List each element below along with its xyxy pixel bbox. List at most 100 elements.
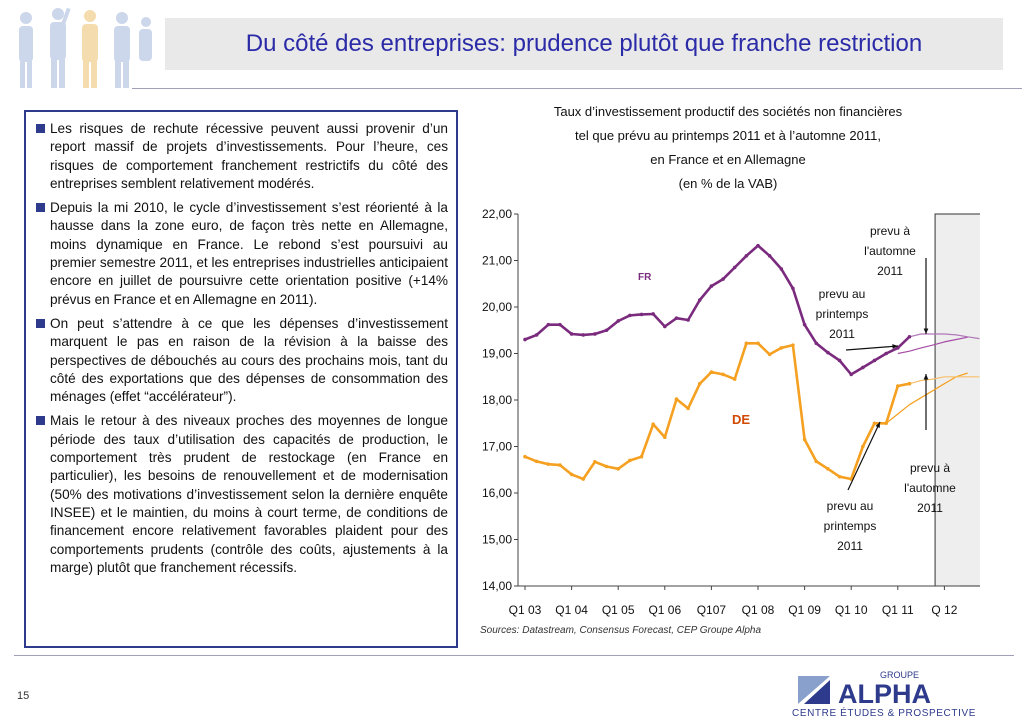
- series-label-de: DE: [732, 412, 750, 427]
- series-line-de-point: [756, 341, 760, 346]
- series-line-de-point: [616, 467, 620, 471]
- arrow-fr-spring: [845, 345, 899, 351]
- x-tick-label: Q1 11: [882, 603, 914, 617]
- series-line-de-point: [744, 341, 749, 346]
- x-tick-label: Q1 08: [742, 603, 775, 617]
- x-tick-label: Q1 09: [788, 603, 821, 617]
- y-tick-label: 22,00: [482, 207, 512, 221]
- paragraph-text: Les risques de rechute récessive peuvent…: [50, 121, 448, 191]
- chart-source: Sources: Datastream, Consensus Forecast,…: [480, 625, 762, 636]
- slide-title: Du côté des entreprises: prudence plutôt…: [245, 30, 923, 57]
- series-line-de-point: [663, 435, 667, 439]
- annotation-de-spring: prevu au: [827, 499, 874, 513]
- series-line-de-point: [639, 454, 644, 459]
- logo-groupe-text: GROUPE: [880, 670, 919, 680]
- series-line-fr-point: [569, 332, 574, 336]
- forecast-line-de: [909, 376, 980, 385]
- paragraph-4: Mais le retour à des niveaux proches des…: [34, 412, 448, 577]
- series-line-de-point: [779, 346, 784, 350]
- paragraph-3: On peut s’attendre à ce que les dépenses…: [34, 315, 448, 406]
- series-line-de-point: [709, 370, 714, 374]
- chart-title: Taux d’investissement productif des soci…: [500, 100, 956, 196]
- y-tick-label: 16,00: [482, 486, 512, 500]
- series-line-fr-point: [779, 267, 784, 271]
- series-line-de-point: [896, 384, 900, 388]
- forecast-shaded-region: [934, 213, 980, 587]
- series-line-fr-point: [604, 328, 609, 333]
- series-line-fr-point: [732, 265, 737, 270]
- series-line-fr-point: [872, 358, 877, 363]
- series-line-fr-point: [907, 334, 912, 339]
- x-tick-label: Q1 10: [835, 603, 868, 617]
- series-line-de-point: [861, 444, 865, 449]
- series-line-de-point: [791, 343, 795, 347]
- series-line-de-point: [593, 460, 597, 464]
- series-line-fr-point: [709, 284, 714, 288]
- series-line-fr-point: [697, 298, 702, 302]
- x-tick-label: Q107: [697, 603, 727, 617]
- series-line-de-point: [802, 437, 807, 442]
- forecast-line-fr: [897, 336, 968, 355]
- x-tick-label: Q1 03: [509, 603, 542, 617]
- paragraph-1: Les risques de rechute récessive peuvent…: [34, 120, 448, 193]
- logo-subtitle-text: CENTRE ÉTUDES & PROSPECTIVE: [792, 706, 976, 718]
- series-line-fr-point: [884, 351, 888, 356]
- series-line-de-point: [907, 381, 912, 386]
- series-line-fr-point: [721, 277, 725, 281]
- series-line-fr: [524, 244, 911, 376]
- series-line-fr-point: [826, 350, 830, 355]
- series-line-fr-point: [861, 365, 865, 370]
- y-tick-label: 14,00: [482, 579, 512, 593]
- series-line-fr-point: [663, 324, 667, 329]
- chart-title-line-1: Taux d’investissement productif des soci…: [553, 104, 903, 119]
- series-line-fr-point: [558, 322, 562, 327]
- series-line-de-point: [721, 372, 725, 377]
- series-line-de-point: [546, 462, 551, 466]
- bullet-square-icon: [36, 124, 45, 133]
- y-tick-label: 21,00: [482, 254, 512, 268]
- series-line-fr-point: [744, 254, 749, 258]
- paragraph-text: On peut s’attendre à ce que les dépenses…: [50, 315, 448, 405]
- arrow-de-spring: [847, 421, 881, 491]
- series-line-fr-point: [639, 312, 644, 317]
- x-tick-label: Q 12: [931, 603, 957, 617]
- series-line-de-point: [534, 459, 539, 464]
- paragraph-text: Mais le retour à des niveaux proches des…: [50, 413, 448, 575]
- series-line-de-point: [523, 454, 527, 459]
- series-line-fr-point: [896, 346, 900, 350]
- series-line-de-point: [872, 421, 877, 426]
- series-line-de-point: [604, 464, 609, 469]
- annotation-fr-spring: prevu au: [819, 287, 866, 301]
- series-line-de: [524, 342, 910, 481]
- logo-alpha-text: ALPHA: [838, 679, 931, 709]
- y-tick-label: 15,00: [482, 533, 512, 547]
- annotation-fr-autumn: 2011: [877, 264, 903, 278]
- series-line-de-point: [884, 421, 888, 426]
- slide-title-box: Du côté des entreprises: prudence plutôt…: [165, 18, 1003, 70]
- series-line-fr-point: [837, 358, 842, 363]
- series-line-de-point: [674, 397, 679, 401]
- series-line-de-point: [558, 463, 562, 467]
- bottom-divider: [14, 655, 1014, 656]
- series-line-fr-point: [756, 243, 760, 248]
- forecast-line-fr: [909, 333, 980, 340]
- bullet-square-icon: [36, 318, 45, 328]
- series-line-de-point: [826, 467, 830, 471]
- arrow-fr-spring-head: [892, 344, 898, 349]
- chart-title-line-4: (en % de la VAB): [678, 176, 778, 191]
- y-tick-label: 20,00: [482, 300, 512, 314]
- chart-title-line-2: tel que prévu au printemps 2011 et à l’a…: [575, 128, 881, 143]
- series-line-fr-point: [628, 313, 632, 318]
- paragraph-text: Depuis la mi 2010, le cycle d’investisse…: [50, 200, 448, 307]
- series-line-fr-point: [523, 337, 527, 342]
- y-tick-label: 17,00: [482, 440, 512, 454]
- bullet-square-icon: [36, 203, 45, 213]
- top-divider: [132, 88, 1022, 89]
- series-line-fr-point: [546, 322, 551, 327]
- y-tick-label: 19,00: [482, 347, 512, 361]
- x-tick-label: Q1 06: [648, 603, 681, 617]
- annotation-de-spring: printemps: [824, 519, 877, 533]
- investment-rate-chart: 14,00 15,00 16,00 17,00 18,00 19,00 20,00 21,00…: [482, 207, 980, 617]
- series-line-fr-point: [849, 372, 853, 377]
- series-line-de-point: [837, 474, 842, 479]
